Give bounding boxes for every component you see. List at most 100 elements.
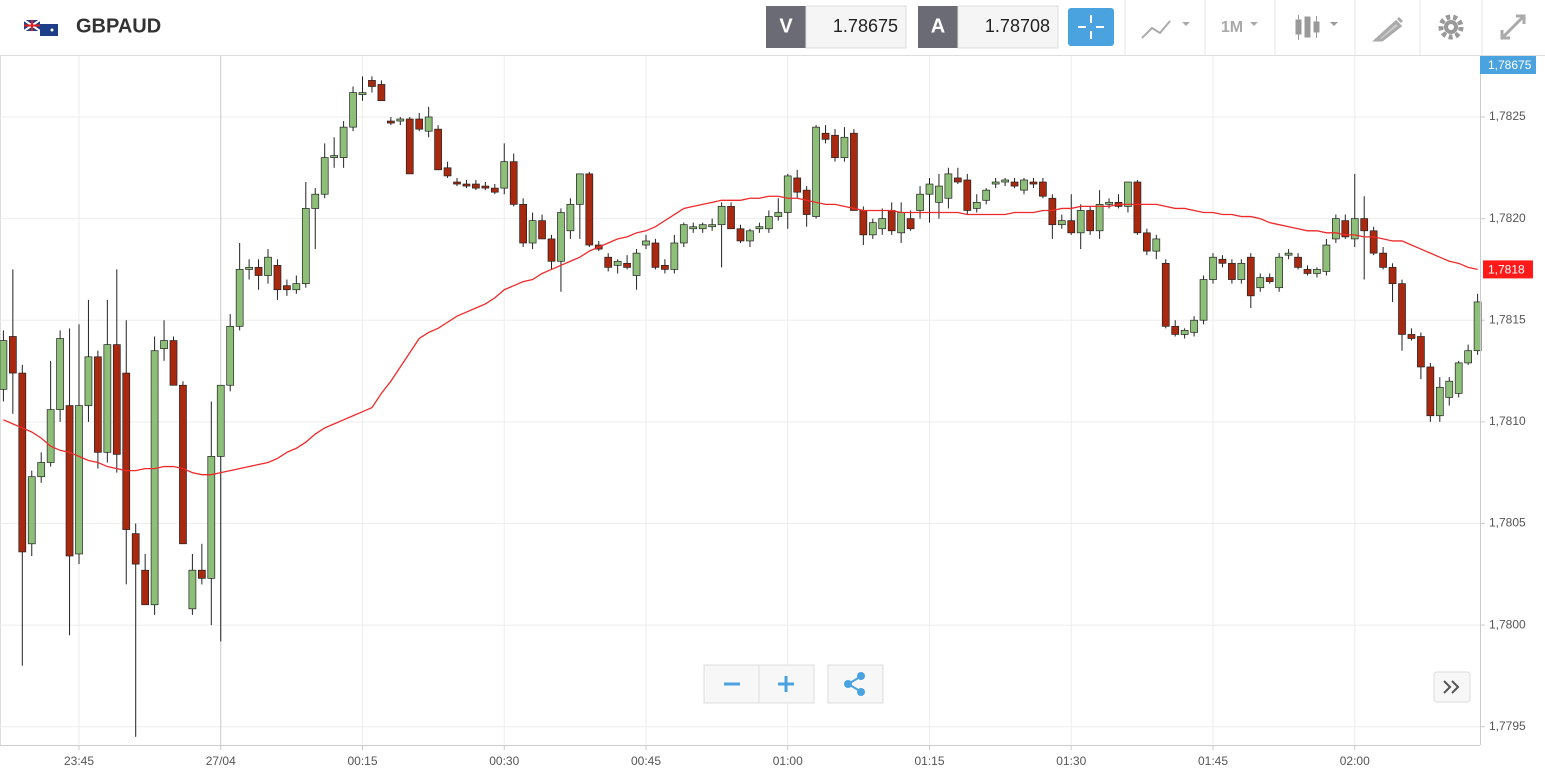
candle-body: [632, 252, 641, 276]
candle-body: [1076, 210, 1085, 234]
candle-body: [1284, 252, 1293, 256]
candle-body: [254, 267, 263, 276]
zoom-in-button[interactable]: [758, 664, 815, 704]
candle-body: [0, 340, 8, 390]
timeframe-arrow: [1250, 22, 1258, 26]
ma-badge: [1483, 260, 1533, 279]
y-tick-label: 1,7805: [1489, 516, 1526, 530]
candle-body: [972, 201, 981, 209]
candle-body: [9, 336, 17, 374]
candle-body: [793, 177, 802, 193]
candle-body: [1246, 256, 1255, 297]
candle-body: [689, 226, 698, 230]
candle-body: [651, 242, 660, 268]
candle-body: [812, 126, 820, 217]
candle-body: [415, 118, 424, 130]
candle-body: [1294, 256, 1302, 268]
candle-body: [500, 161, 509, 189]
ask-label-box[interactable]: [918, 6, 958, 48]
candle-body: [670, 242, 679, 270]
candle-body: [349, 92, 357, 128]
candle-body: [1275, 256, 1284, 289]
x-tick-label: 23:45: [64, 754, 94, 768]
ask-box[interactable]: [957, 5, 1059, 49]
candle-body: [226, 325, 235, 386]
candle-body: [94, 356, 102, 453]
candle-body: [982, 189, 991, 201]
crosshair-button[interactable]: [1068, 8, 1114, 46]
candle-body: [292, 283, 301, 291]
symbol: GBPAUD: [76, 15, 161, 37]
candle-body: [935, 185, 943, 203]
candle-style-button[interactable]: [1295, 15, 1338, 40]
candle-body: [1029, 181, 1038, 185]
candle-body: [245, 267, 253, 270]
y-tick-label: 1,7820: [1489, 211, 1526, 225]
candle-body: [557, 212, 565, 262]
bid-price: 1.78675: [833, 16, 898, 36]
candle-body: [953, 177, 962, 183]
candle-body: [1039, 181, 1047, 197]
candle-body: [727, 206, 735, 230]
candle-body: [141, 569, 149, 606]
x-tick-label: 01:00: [773, 754, 803, 768]
candle-body: [443, 167, 452, 177]
candle-body: [301, 208, 310, 284]
bid-label-box[interactable]: [766, 6, 806, 48]
chart-type-button[interactable]: [1141, 20, 1190, 39]
candle-body: [1161, 262, 1170, 327]
candle-body: [1369, 230, 1378, 254]
candle-body: [585, 173, 594, 246]
candle-body: [18, 372, 27, 553]
candle-body: [1020, 179, 1028, 191]
candle-body: [1417, 336, 1425, 368]
x-tick-label: 02:00: [1340, 754, 1370, 768]
candle-body: [1341, 220, 1350, 238]
timeframe[interactable]: 1M: [1221, 19, 1243, 36]
candle-body: [1190, 319, 1198, 333]
candle-body: [112, 344, 121, 455]
candle-body: [868, 222, 877, 236]
candle-body: [122, 372, 131, 530]
ask-label: A: [931, 15, 945, 37]
zoom-out-button[interactable]: [703, 664, 760, 704]
candle-body: [207, 456, 216, 579]
candle-body: [273, 264, 282, 291]
plot-area: 1,7795 1,7800 1,7805 1,7810 1,7815 1,7820 1,78…: [0, 56, 1526, 768]
candle-body: [661, 264, 669, 270]
candle-body: [150, 350, 159, 606]
candle-body: [1095, 204, 1104, 232]
candle-body: [1360, 218, 1369, 232]
candle-body: [472, 183, 480, 189]
candle-body: [783, 175, 792, 213]
candle-body: [320, 157, 329, 195]
settings-button[interactable]: [1438, 14, 1464, 40]
candle-body: [1199, 279, 1208, 321]
candle-body: [1133, 181, 1142, 234]
share-button[interactable]: [827, 664, 884, 704]
candle-body: [1237, 262, 1246, 280]
x-tick-label: 00:45: [631, 754, 661, 768]
moving-average-line: [3, 195, 1478, 476]
candle-body: [56, 338, 64, 410]
candle-body: [509, 161, 518, 205]
scroll-right-button[interactable]: [1433, 671, 1471, 703]
candle-body: [368, 80, 376, 87]
expand-button[interactable]: [1500, 14, 1526, 40]
candle-body: [387, 120, 395, 124]
candle-body: [1303, 269, 1312, 274]
candle-body: [746, 230, 754, 242]
flag-icon: [23, 19, 58, 36]
bid-box[interactable]: [805, 5, 907, 49]
candle-body: [1256, 277, 1265, 289]
x-tick-label: 27/04: [206, 754, 236, 768]
candle-body: [717, 206, 726, 226]
draw-tool-button[interactable]: [1372, 16, 1404, 42]
candle-body: [575, 173, 584, 205]
candle-body: [764, 216, 773, 230]
candle-body: [1218, 258, 1227, 264]
candle-body: [859, 210, 868, 236]
candle-body: [774, 212, 783, 217]
candle-body: [1124, 181, 1132, 207]
